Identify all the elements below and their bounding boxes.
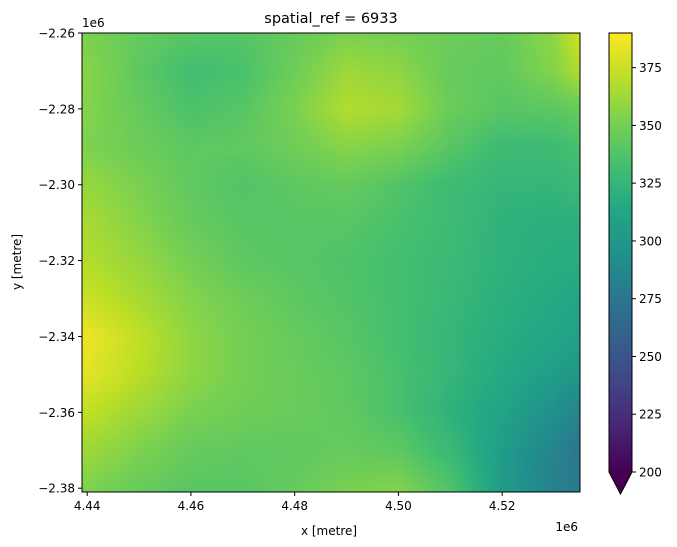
heatmap-image: [82, 33, 580, 492]
y-offset-label: 1e6: [82, 16, 105, 30]
x-tick-label: 4.44: [74, 499, 101, 513]
colorbar-outline: [608, 32, 633, 496]
x-tick-label: 4.48: [281, 499, 308, 513]
y-tick-label: −2.38: [38, 482, 75, 496]
x-tick-label: 4.52: [489, 499, 516, 513]
x-offset-label: 1e6: [555, 520, 578, 534]
y-axis: −2.26 −2.28 −2.30 −2.32 −2.34 −2.36 −2.38: [38, 27, 82, 496]
x-tick-label: 4.46: [178, 499, 205, 513]
colorbar-bar: [609, 33, 632, 472]
colorbar: 200 225 250 275 300 325 350 375: [608, 32, 662, 496]
colorbar-tick-label: 250: [639, 350, 662, 364]
colorbar-tick-label: 200: [639, 466, 662, 480]
x-tick-label: 4.50: [385, 499, 412, 513]
y-axis-label: y [metre]: [10, 234, 24, 290]
y-tick-label: −2.26: [38, 27, 75, 41]
y-tick-label: −2.34: [38, 330, 75, 344]
colorbar-tick-label: 300: [639, 234, 662, 248]
x-axis: 4.44 4.46 4.48 4.50 4.52: [74, 492, 516, 513]
colorbar-tick-label: 225: [639, 408, 662, 422]
y-tick-label: −2.32: [38, 254, 75, 268]
colorbar-tick-label: 350: [639, 119, 662, 133]
x-axis-label: x [metre]: [301, 524, 357, 538]
chart-title: spatial_ref = 6933: [264, 11, 397, 27]
y-tick-label: −2.30: [38, 178, 75, 192]
y-tick-label: −2.28: [38, 102, 75, 116]
colorbar-extend-min: [609, 472, 632, 494]
colorbar-tick-label: 325: [639, 177, 662, 191]
colorbar-tick-label: 375: [639, 61, 662, 75]
plot-frame: [81, 32, 581, 493]
colorbar-tick-label: 275: [639, 292, 662, 306]
y-tick-label: −2.36: [38, 406, 75, 420]
colorbar-ticks: 200 225 250 275 300 325 350 375: [632, 61, 662, 480]
